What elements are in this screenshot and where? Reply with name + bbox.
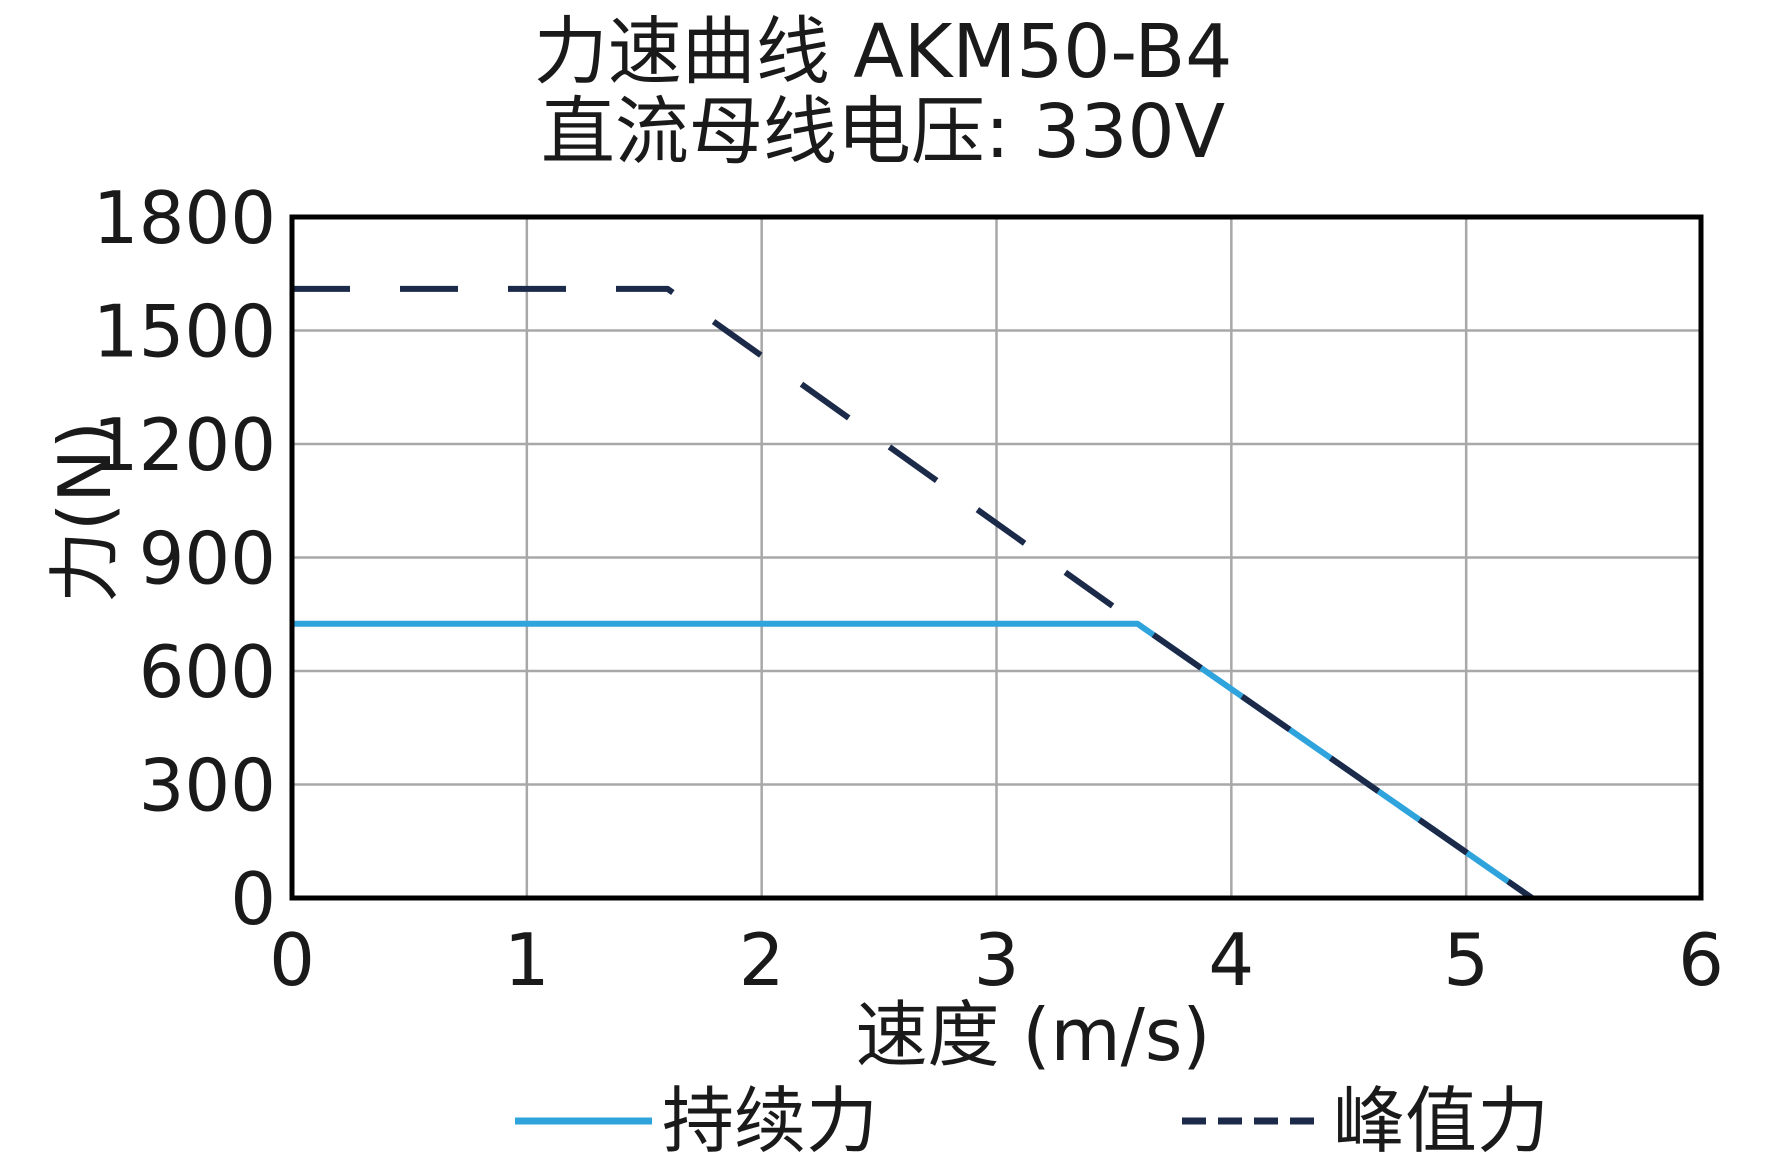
legend-label-continuous: 持续力 [662,1079,878,1158]
chart-title: 力速曲线 AKM50-B4 [534,9,1233,95]
y-tick-label: 1200 [93,403,276,487]
x-axis-label: 速度 (m/s) [856,993,1211,1077]
x-tick-label: 2 [739,918,785,1002]
y-tick-label: 1500 [93,290,276,374]
y-tick-label: 300 [139,744,276,828]
x-tick-label: 0 [269,918,315,1002]
x-tick-label: 5 [1443,918,1489,1002]
series-lines [292,285,1534,901]
legend-label-peak: 峰值力 [1333,1079,1549,1158]
y-tick-label: 1800 [93,176,276,260]
x-tick-label: 3 [974,918,1020,1002]
y-axis-label: 力(N) [43,421,127,603]
plot-frame [289,214,1704,901]
x-tick-label: 4 [1208,918,1254,1002]
y-axis-ticks: 0 300 600 900 1200 1500 1800 [93,176,276,941]
grid-lines [290,215,1703,900]
legend: 持续力 峰值力 [515,1079,1549,1158]
y-tick-label: 600 [139,630,276,714]
y-tick-label: 0 [230,857,276,941]
series-line-peak [292,285,1534,901]
y-tick-label: 900 [139,517,276,601]
series-line-continuous [292,620,1534,901]
x-tick-label: 1 [504,918,550,1002]
chart-subtitle: 直流母线电压: 330V [541,89,1226,175]
x-axis-ticks: 0 1 2 3 4 5 6 [269,918,1724,1002]
x-tick-label: 6 [1678,918,1724,1002]
